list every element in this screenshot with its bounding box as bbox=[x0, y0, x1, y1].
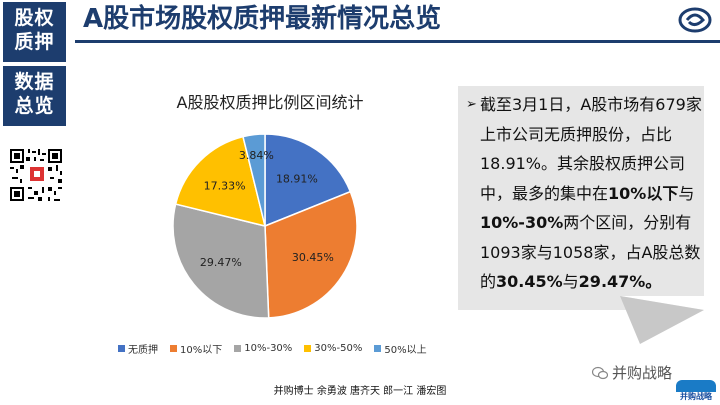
left-sidebar: 股权 质押 数据 总览 bbox=[0, 0, 72, 405]
legend-swatch bbox=[170, 344, 177, 352]
pie-slice bbox=[174, 135, 267, 228]
watermark: 并购战略 bbox=[592, 362, 672, 383]
legend-item: 50%以上 bbox=[374, 340, 427, 356]
callout-box bbox=[458, 86, 704, 310]
qr-code-icon bbox=[8, 147, 64, 203]
legend-swatch bbox=[304, 344, 312, 352]
legend-label: 30%-50% bbox=[314, 342, 363, 354]
legend-item: 30%-50% bbox=[304, 340, 362, 356]
watermark-logo-text: 并购战略 bbox=[680, 392, 712, 401]
footer-authors: 并购博士 余勇波 唐齐天 郎一江 潘宏图 bbox=[273, 386, 447, 397]
legend-label: 无质押 bbox=[128, 344, 158, 356]
pie-slice bbox=[264, 133, 352, 228]
section-tag-pledge: 股权 质押 bbox=[3, 2, 66, 62]
watermark-logo: 并购战略 bbox=[676, 380, 716, 402]
callout-bold: 10%以下 bbox=[608, 183, 679, 203]
callout-text: ➢ 截至3月1日，A股市场有679家上市公司无质押股份，占比18.91%。其余股… bbox=[462, 90, 702, 297]
callout-bold: 30.45% bbox=[496, 272, 563, 291]
tag-line: 总览 bbox=[14, 95, 55, 117]
section-tag-overview: 数据 总览 bbox=[3, 66, 66, 126]
watermark-text: 并购战略 bbox=[612, 364, 673, 382]
callout-bold: 10%-30% bbox=[480, 213, 564, 232]
callout-segment: 与 bbox=[562, 272, 579, 291]
callout-segment: 与 bbox=[678, 183, 695, 203]
legend-label: 10%-30% bbox=[244, 342, 293, 354]
legend-label: 10%以下 bbox=[180, 344, 223, 356]
pie-data-label: 18.91% bbox=[276, 173, 318, 186]
callout-bold: 29.47% bbox=[578, 272, 646, 291]
pie-data-label: 30.45% bbox=[292, 251, 334, 264]
pie-data-label: 29.47% bbox=[200, 256, 242, 269]
legend-item: 无质押 bbox=[118, 340, 158, 356]
legend-swatch bbox=[374, 344, 382, 352]
brand-logo-icon bbox=[678, 7, 712, 33]
legend-item: 10%-30% bbox=[234, 340, 292, 356]
pie-slice bbox=[264, 190, 358, 319]
tag-line: 股权 bbox=[14, 7, 55, 29]
callout-bold: 。 bbox=[645, 272, 662, 291]
legend-label: 50%以上 bbox=[384, 344, 427, 356]
callout-segment: 截至3月1日，A股市场有679家上市公司无质押股份，占比18.91%。其余股权质… bbox=[480, 95, 702, 203]
bullet-arrow-icon: ➢ bbox=[466, 97, 477, 112]
chart-title: A股股权质押比例区间统计 bbox=[176, 93, 364, 112]
tag-line: 数据 bbox=[14, 71, 55, 93]
pie-chart: 18.91% 30.45% 29.47% 17.33% 3.84% bbox=[172, 133, 358, 319]
pie-slice bbox=[242, 133, 266, 227]
header: A股市场股权质押最新情况总览 bbox=[75, 0, 720, 38]
chart-legend: 无质押 10%以下 10%-30% 30%-50% 50%以上 bbox=[118, 340, 427, 356]
legend-swatch bbox=[118, 344, 125, 352]
page-fold-corner bbox=[620, 296, 704, 344]
legend-swatch bbox=[234, 344, 242, 352]
page-title: A股市场股权质押最新情况总览 bbox=[83, 4, 442, 34]
tag-line: 质押 bbox=[14, 31, 55, 53]
pie-data-label: 17.33% bbox=[204, 180, 246, 193]
header-divider bbox=[75, 40, 720, 43]
pie-slice bbox=[172, 203, 270, 319]
pie-data-label: 3.84% bbox=[239, 149, 274, 162]
legend-item: 10%以下 bbox=[170, 340, 222, 356]
callout-segment: 两个区间，分别有1093家与1058家，占A股总数的 bbox=[480, 213, 701, 291]
wechat-icon bbox=[592, 366, 608, 379]
